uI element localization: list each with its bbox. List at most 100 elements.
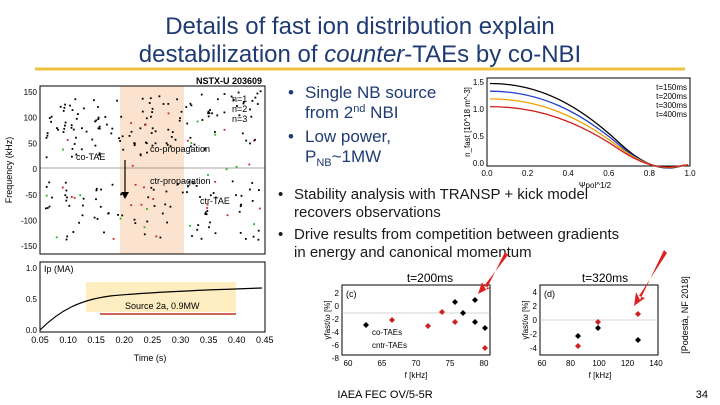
bullet-dot: • <box>278 186 283 203</box>
spectral-dot <box>45 186 48 188</box>
spectral-dot <box>223 128 226 131</box>
spectral-dot <box>61 186 64 189</box>
spectral-dot <box>190 142 193 144</box>
spectral-dot <box>258 207 261 210</box>
spectral-dot <box>191 180 194 183</box>
spectral-dot <box>249 142 251 145</box>
spectral-dot <box>107 212 110 215</box>
spectral-dot <box>48 117 51 119</box>
tick-label: 0.30 <box>172 335 190 345</box>
title-emphasis: counter <box>324 41 405 68</box>
spectral-dot <box>143 233 146 236</box>
spectral-dot <box>249 188 251 191</box>
spectral-dot <box>68 204 71 207</box>
spectral-dot <box>151 144 154 147</box>
data-point <box>460 310 466 316</box>
spectral-dot <box>186 191 188 193</box>
data-point <box>635 311 641 317</box>
axis-label: Frequency (kHz) <box>4 137 14 204</box>
spectral-dot <box>189 224 191 227</box>
spectral-dot <box>176 98 178 101</box>
spectral-dot <box>119 217 122 220</box>
spectral-dot <box>242 102 245 105</box>
spectral-dot <box>111 127 114 130</box>
bullet-part: P <box>305 147 316 166</box>
spectral-dot <box>251 200 254 202</box>
spectral-dot <box>98 154 101 156</box>
spectral-dot <box>145 141 147 144</box>
legend-entry: cntr-TAEs <box>372 341 407 350</box>
spectral-dot <box>141 97 144 100</box>
panel-title: t=200ms <box>407 271 453 285</box>
spectral-dot <box>153 205 156 207</box>
data-point <box>389 317 395 323</box>
spectral-dot <box>139 153 142 156</box>
spectral-dot <box>99 205 102 208</box>
axis-label: f [kHz] <box>405 371 428 380</box>
plot-frame <box>486 77 691 167</box>
spectral-dot <box>151 111 153 113</box>
spectral-dot <box>166 144 169 146</box>
spectral-dot <box>214 196 217 199</box>
spectral-dot <box>51 196 53 199</box>
spectral-dot <box>239 205 242 208</box>
tick-label: 0.4 <box>563 169 575 178</box>
spectral-dot <box>78 221 80 224</box>
spectral-dot <box>146 208 148 210</box>
spectral-dot <box>207 115 210 118</box>
spectral-dot <box>150 186 153 189</box>
tick-label: 75 <box>446 359 455 368</box>
spectral-dot <box>121 135 124 138</box>
tick-label: 65 <box>378 359 387 368</box>
spectral-dot <box>56 127 58 129</box>
spectral-dot <box>46 207 49 209</box>
spectral-dot <box>238 114 241 117</box>
spectral-dot <box>185 106 188 108</box>
spectral-dot <box>63 106 66 109</box>
spectral-dot <box>239 232 242 234</box>
spectral-dot <box>75 117 78 120</box>
spectral-dot <box>139 127 142 130</box>
arrow-head <box>121 192 129 199</box>
bullet-part: NBI <box>365 103 398 122</box>
data-point <box>363 322 369 328</box>
spectral-dot <box>45 194 48 197</box>
spectral-dot <box>167 112 170 115</box>
tick-label: 4 <box>533 288 538 297</box>
bullet: PNB~1MW <box>305 147 381 169</box>
spectral-dot <box>203 149 206 151</box>
spectral-dot <box>158 95 161 98</box>
tick-label: 0 <box>33 165 38 174</box>
annotation: co-propagation <box>150 144 210 154</box>
spectral-dot <box>212 192 215 194</box>
annotation: ctr-TAE <box>200 196 230 206</box>
mode-label: n=2 <box>232 104 247 114</box>
spectral-dot <box>95 198 97 201</box>
spectral-dot <box>45 136 48 139</box>
profile-curve <box>489 105 689 168</box>
data-point <box>595 325 601 331</box>
tick-label: -6 <box>332 341 340 350</box>
spectral-dot <box>204 211 207 214</box>
spectral-dot <box>226 214 229 217</box>
tick-label: 0.0 <box>473 159 485 168</box>
spectral-dot <box>186 122 189 125</box>
axis-label: Time (s) <box>134 353 167 363</box>
bullet: recovers observations <box>294 204 441 221</box>
bullet: in energy and canonical momentum <box>294 244 532 261</box>
tick-label: -4 <box>332 328 340 337</box>
spectral-dot <box>252 235 255 238</box>
tick-label: 0 <box>533 316 538 325</box>
spectral-dot <box>83 107 85 110</box>
tick-label: 0.8 <box>644 169 656 178</box>
data-point <box>439 309 445 315</box>
spectral-dot <box>110 132 113 135</box>
spectral-dot <box>154 142 157 145</box>
spectral-dot <box>46 132 49 134</box>
tick-label: -2 <box>332 315 340 324</box>
spectral-dot <box>149 97 152 100</box>
spectral-dot <box>122 148 125 151</box>
spectral-dot <box>97 127 100 130</box>
legend-entry: t=400ms <box>656 110 687 119</box>
